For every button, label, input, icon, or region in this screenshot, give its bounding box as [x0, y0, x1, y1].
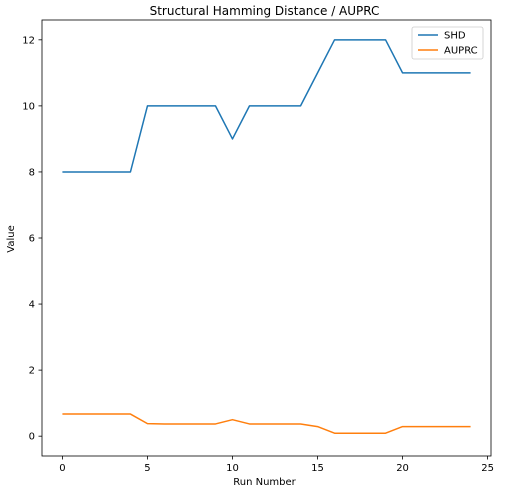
y-tick-label: 6: [29, 234, 35, 245]
y-tick-label: 10: [22, 101, 35, 112]
y-tick-label: 4: [29, 300, 35, 311]
x-tick-label: 25: [481, 463, 494, 474]
y-tick-label: 0: [29, 432, 35, 443]
y-tick-label: 12: [22, 35, 35, 46]
x-axis-title: Run Number: [233, 477, 296, 488]
x-tick-label: 5: [144, 463, 150, 474]
y-axis-title: Value: [6, 225, 17, 252]
x-tick-label: 15: [311, 463, 324, 474]
x-tick-label: 0: [59, 463, 65, 474]
x-tick-label: 10: [226, 463, 239, 474]
y-tick-label: 8: [29, 167, 35, 178]
y-tick-label: 2: [29, 366, 35, 377]
series-line-auprc: [62, 413, 471, 434]
x-tick-label: 20: [396, 463, 409, 474]
legend-label-shd: SHD: [444, 31, 466, 42]
chart-title: Structural Hamming Distance / AUPRC: [150, 4, 380, 18]
plot-frame: [41, 19, 492, 457]
series-line-shd: [62, 39, 471, 173]
legend-label-auprc: AUPRC: [444, 46, 478, 57]
